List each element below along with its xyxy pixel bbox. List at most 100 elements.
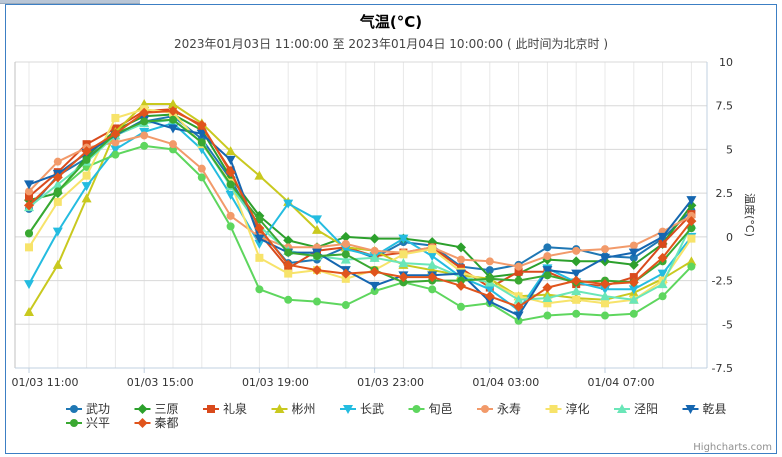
data-point[interactable]	[600, 279, 610, 290]
data-point[interactable]	[369, 266, 380, 277]
data-point[interactable]	[484, 291, 495, 302]
data-point[interactable]	[399, 278, 408, 287]
data-point[interactable]	[283, 259, 294, 270]
data-point[interactable]	[168, 98, 178, 108]
data-point[interactable]	[197, 138, 206, 147]
data-point[interactable]	[572, 309, 581, 318]
data-point[interactable]	[169, 115, 177, 124]
data-point[interactable]	[340, 245, 351, 255]
data-point[interactable]	[398, 234, 409, 244]
data-point[interactable]	[341, 301, 350, 310]
data-point[interactable]	[457, 255, 465, 264]
data-point[interactable]	[657, 232, 668, 242]
series-line[interactable]	[28, 118, 693, 317]
data-point[interactable]	[427, 252, 438, 262]
data-point[interactable]	[658, 239, 667, 248]
data-point[interactable]	[255, 215, 264, 224]
data-point[interactable]	[600, 291, 610, 301]
data-point[interactable]	[53, 197, 62, 206]
data-point[interactable]	[542, 282, 553, 293]
data-point[interactable]	[111, 150, 120, 159]
data-point[interactable]	[571, 275, 582, 286]
data-point[interactable]	[24, 200, 34, 211]
data-point[interactable]	[687, 211, 696, 220]
data-point[interactable]	[225, 146, 236, 156]
data-point[interactable]	[628, 259, 639, 270]
data-point[interactable]	[284, 248, 293, 257]
data-point[interactable]	[255, 253, 264, 262]
data-point[interactable]	[657, 279, 668, 289]
data-point[interactable]	[686, 256, 697, 266]
data-point[interactable]	[370, 287, 379, 296]
data-point[interactable]	[284, 295, 293, 304]
data-point[interactable]	[312, 215, 322, 225]
data-point[interactable]	[370, 246, 379, 255]
data-point[interactable]	[513, 301, 524, 312]
data-point[interactable]	[140, 141, 149, 150]
series-line[interactable]	[28, 118, 693, 301]
legend-item[interactable]: 秦都	[134, 416, 179, 430]
series-line[interactable]	[28, 110, 693, 308]
data-point[interactable]	[225, 155, 236, 165]
legend-item[interactable]: 乾县	[682, 402, 727, 416]
data-point[interactable]	[485, 257, 494, 266]
data-point[interactable]	[629, 309, 638, 318]
data-point[interactable]	[53, 187, 62, 196]
legend-item[interactable]: 旬邑	[408, 402, 453, 416]
data-point[interactable]	[81, 146, 92, 157]
data-point[interactable]	[687, 234, 696, 243]
data-point[interactable]	[600, 253, 610, 263]
data-point[interactable]	[225, 167, 236, 178]
data-point[interactable]	[456, 269, 466, 279]
data-point[interactable]	[139, 107, 150, 118]
data-point[interactable]	[571, 256, 582, 267]
data-point[interactable]	[571, 269, 582, 279]
data-point[interactable]	[687, 224, 696, 233]
data-point[interactable]	[658, 292, 667, 301]
data-point[interactable]	[340, 268, 351, 279]
data-point[interactable]	[226, 211, 235, 220]
data-point[interactable]	[25, 229, 33, 238]
series-line[interactable]	[28, 144, 693, 322]
data-point[interactable]	[25, 192, 33, 201]
data-point[interactable]	[52, 227, 63, 237]
data-point[interactable]	[52, 259, 63, 269]
data-point[interactable]	[254, 223, 265, 234]
data-point[interactable]	[628, 248, 639, 258]
data-point[interactable]	[24, 180, 34, 190]
data-point[interactable]	[485, 266, 494, 275]
data-point[interactable]	[283, 199, 294, 209]
data-point[interactable]	[369, 281, 380, 291]
legend-item[interactable]: 礼泉	[203, 401, 247, 416]
data-point[interactable]	[484, 285, 495, 295]
data-point[interactable]	[254, 239, 265, 249]
data-point[interactable]	[140, 131, 149, 140]
data-point[interactable]	[168, 124, 178, 134]
data-point[interactable]	[369, 252, 380, 262]
data-point[interactable]	[485, 274, 494, 283]
data-point[interactable]	[628, 285, 639, 295]
data-point[interactable]	[542, 266, 553, 276]
legend-item[interactable]: 武功	[66, 402, 110, 416]
series-line[interactable]	[28, 103, 692, 313]
data-point[interactable]	[226, 222, 235, 231]
data-point[interactable]	[514, 267, 523, 276]
data-point[interactable]	[572, 246, 581, 255]
data-point[interactable]	[427, 272, 438, 283]
data-point[interactable]	[513, 311, 524, 321]
data-point[interactable]	[513, 294, 524, 304]
data-point[interactable]	[628, 277, 639, 288]
data-point[interactable]	[168, 105, 178, 116]
data-point[interactable]	[82, 155, 91, 164]
data-point[interactable]	[52, 172, 63, 183]
data-point[interactable]	[110, 145, 121, 155]
data-point[interactable]	[81, 193, 92, 203]
data-point[interactable]	[628, 294, 639, 304]
data-point[interactable]	[312, 224, 322, 234]
series-line[interactable]	[28, 122, 693, 312]
data-point[interactable]	[169, 140, 177, 149]
data-point[interactable]	[53, 157, 62, 166]
data-point[interactable]	[456, 280, 466, 291]
data-point[interactable]	[226, 180, 235, 189]
data-point[interactable]	[52, 179, 63, 189]
